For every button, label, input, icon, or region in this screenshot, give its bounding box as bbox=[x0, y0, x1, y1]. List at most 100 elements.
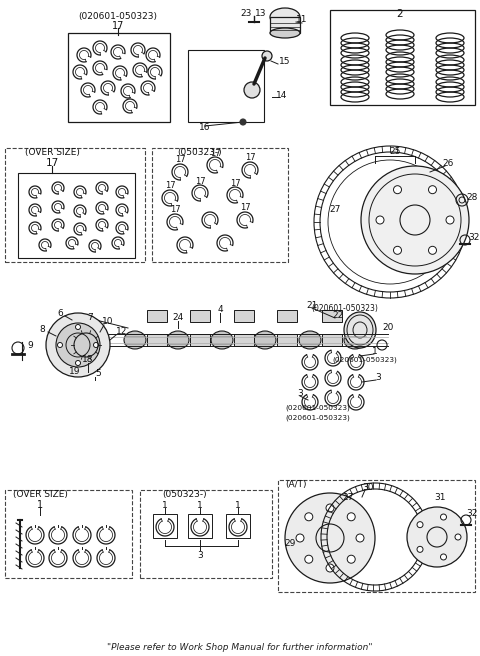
Text: 17: 17 bbox=[170, 205, 180, 215]
Circle shape bbox=[75, 361, 81, 365]
Text: 10: 10 bbox=[102, 318, 114, 327]
Bar bbox=[330, 10, 475, 105]
Circle shape bbox=[429, 246, 436, 255]
Text: (020601-050323): (020601-050323) bbox=[312, 304, 378, 312]
Bar bbox=[226, 514, 250, 538]
Ellipse shape bbox=[124, 331, 146, 349]
Bar bbox=[5, 490, 132, 578]
Circle shape bbox=[347, 555, 355, 564]
Bar bbox=[277, 334, 297, 346]
Text: 3: 3 bbox=[297, 388, 303, 398]
Bar bbox=[234, 334, 254, 346]
Ellipse shape bbox=[344, 312, 376, 348]
Circle shape bbox=[240, 119, 246, 125]
Bar bbox=[234, 310, 254, 322]
Circle shape bbox=[262, 51, 272, 61]
Text: 32: 32 bbox=[466, 510, 478, 518]
Circle shape bbox=[326, 564, 334, 572]
Text: 18: 18 bbox=[82, 356, 94, 365]
Text: 17: 17 bbox=[240, 203, 250, 213]
Circle shape bbox=[455, 534, 461, 540]
Bar bbox=[188, 514, 212, 538]
Bar bbox=[147, 334, 167, 346]
Circle shape bbox=[361, 166, 469, 274]
Text: 29: 29 bbox=[284, 539, 296, 548]
Text: 1: 1 bbox=[235, 501, 241, 510]
Ellipse shape bbox=[270, 28, 300, 38]
Text: 30: 30 bbox=[362, 483, 374, 491]
Bar bbox=[188, 50, 264, 122]
Bar bbox=[18, 173, 135, 258]
Bar bbox=[277, 310, 297, 322]
Text: 17: 17 bbox=[175, 155, 185, 165]
Bar bbox=[68, 33, 170, 122]
Text: 21: 21 bbox=[306, 300, 318, 310]
Circle shape bbox=[56, 323, 100, 367]
Circle shape bbox=[376, 216, 384, 224]
Circle shape bbox=[305, 513, 313, 521]
Text: 20: 20 bbox=[382, 323, 394, 333]
Text: "Please refer to Work Shop Manual for further information": "Please refer to Work Shop Manual for fu… bbox=[107, 644, 373, 653]
Text: 17: 17 bbox=[245, 154, 255, 163]
Text: (020601-050323): (020601-050323) bbox=[79, 12, 157, 22]
Text: 13: 13 bbox=[255, 9, 267, 18]
Bar bbox=[152, 148, 288, 262]
Text: 5: 5 bbox=[95, 369, 101, 379]
Text: 3: 3 bbox=[375, 373, 381, 382]
Text: 17: 17 bbox=[195, 176, 205, 186]
Text: 1: 1 bbox=[162, 501, 168, 510]
Text: 15: 15 bbox=[279, 58, 291, 66]
Text: (A/T): (A/T) bbox=[285, 480, 307, 489]
Circle shape bbox=[429, 186, 436, 194]
Circle shape bbox=[296, 534, 304, 542]
Text: (050323-): (050323-) bbox=[178, 148, 222, 157]
Circle shape bbox=[94, 342, 98, 348]
Circle shape bbox=[417, 522, 423, 527]
Text: 16: 16 bbox=[199, 123, 211, 133]
Text: 1: 1 bbox=[197, 501, 203, 510]
Text: 1: 1 bbox=[37, 500, 43, 510]
Bar bbox=[278, 480, 475, 592]
Text: 11: 11 bbox=[296, 16, 308, 24]
Text: 17: 17 bbox=[210, 148, 220, 157]
Text: 3: 3 bbox=[197, 550, 203, 560]
Bar bbox=[322, 310, 342, 322]
Circle shape bbox=[347, 513, 355, 521]
Circle shape bbox=[244, 82, 260, 98]
Circle shape bbox=[407, 507, 467, 567]
Ellipse shape bbox=[211, 331, 233, 349]
Text: (020601-050323): (020601-050323) bbox=[333, 357, 397, 363]
Bar bbox=[190, 310, 210, 322]
Circle shape bbox=[305, 555, 313, 564]
Text: 6: 6 bbox=[57, 308, 63, 318]
Text: 27: 27 bbox=[329, 205, 341, 215]
Circle shape bbox=[441, 514, 446, 520]
Circle shape bbox=[75, 325, 81, 329]
Text: 27: 27 bbox=[342, 493, 354, 501]
Text: 31: 31 bbox=[434, 493, 446, 501]
Text: 14: 14 bbox=[276, 91, 288, 100]
Text: 19: 19 bbox=[69, 367, 81, 377]
Circle shape bbox=[285, 493, 375, 583]
Text: 17: 17 bbox=[46, 158, 59, 168]
Text: (OVER SIZE): (OVER SIZE) bbox=[24, 148, 79, 157]
Bar bbox=[322, 334, 342, 346]
Ellipse shape bbox=[299, 331, 321, 349]
Ellipse shape bbox=[167, 331, 189, 349]
Circle shape bbox=[58, 342, 62, 348]
Text: (OVER SIZE): (OVER SIZE) bbox=[12, 491, 67, 499]
Bar bbox=[153, 514, 177, 538]
Text: (020601-050323): (020601-050323) bbox=[286, 415, 350, 421]
Circle shape bbox=[441, 554, 446, 560]
Ellipse shape bbox=[254, 331, 276, 349]
Text: 1: 1 bbox=[372, 348, 378, 356]
Circle shape bbox=[326, 504, 334, 512]
Text: 32: 32 bbox=[468, 234, 480, 243]
Text: 17: 17 bbox=[230, 178, 240, 188]
Text: (050323-): (050323-) bbox=[163, 491, 207, 499]
Text: 9: 9 bbox=[27, 340, 33, 350]
Ellipse shape bbox=[344, 331, 366, 349]
Circle shape bbox=[394, 186, 401, 194]
Bar bbox=[140, 490, 272, 578]
Circle shape bbox=[417, 546, 423, 552]
